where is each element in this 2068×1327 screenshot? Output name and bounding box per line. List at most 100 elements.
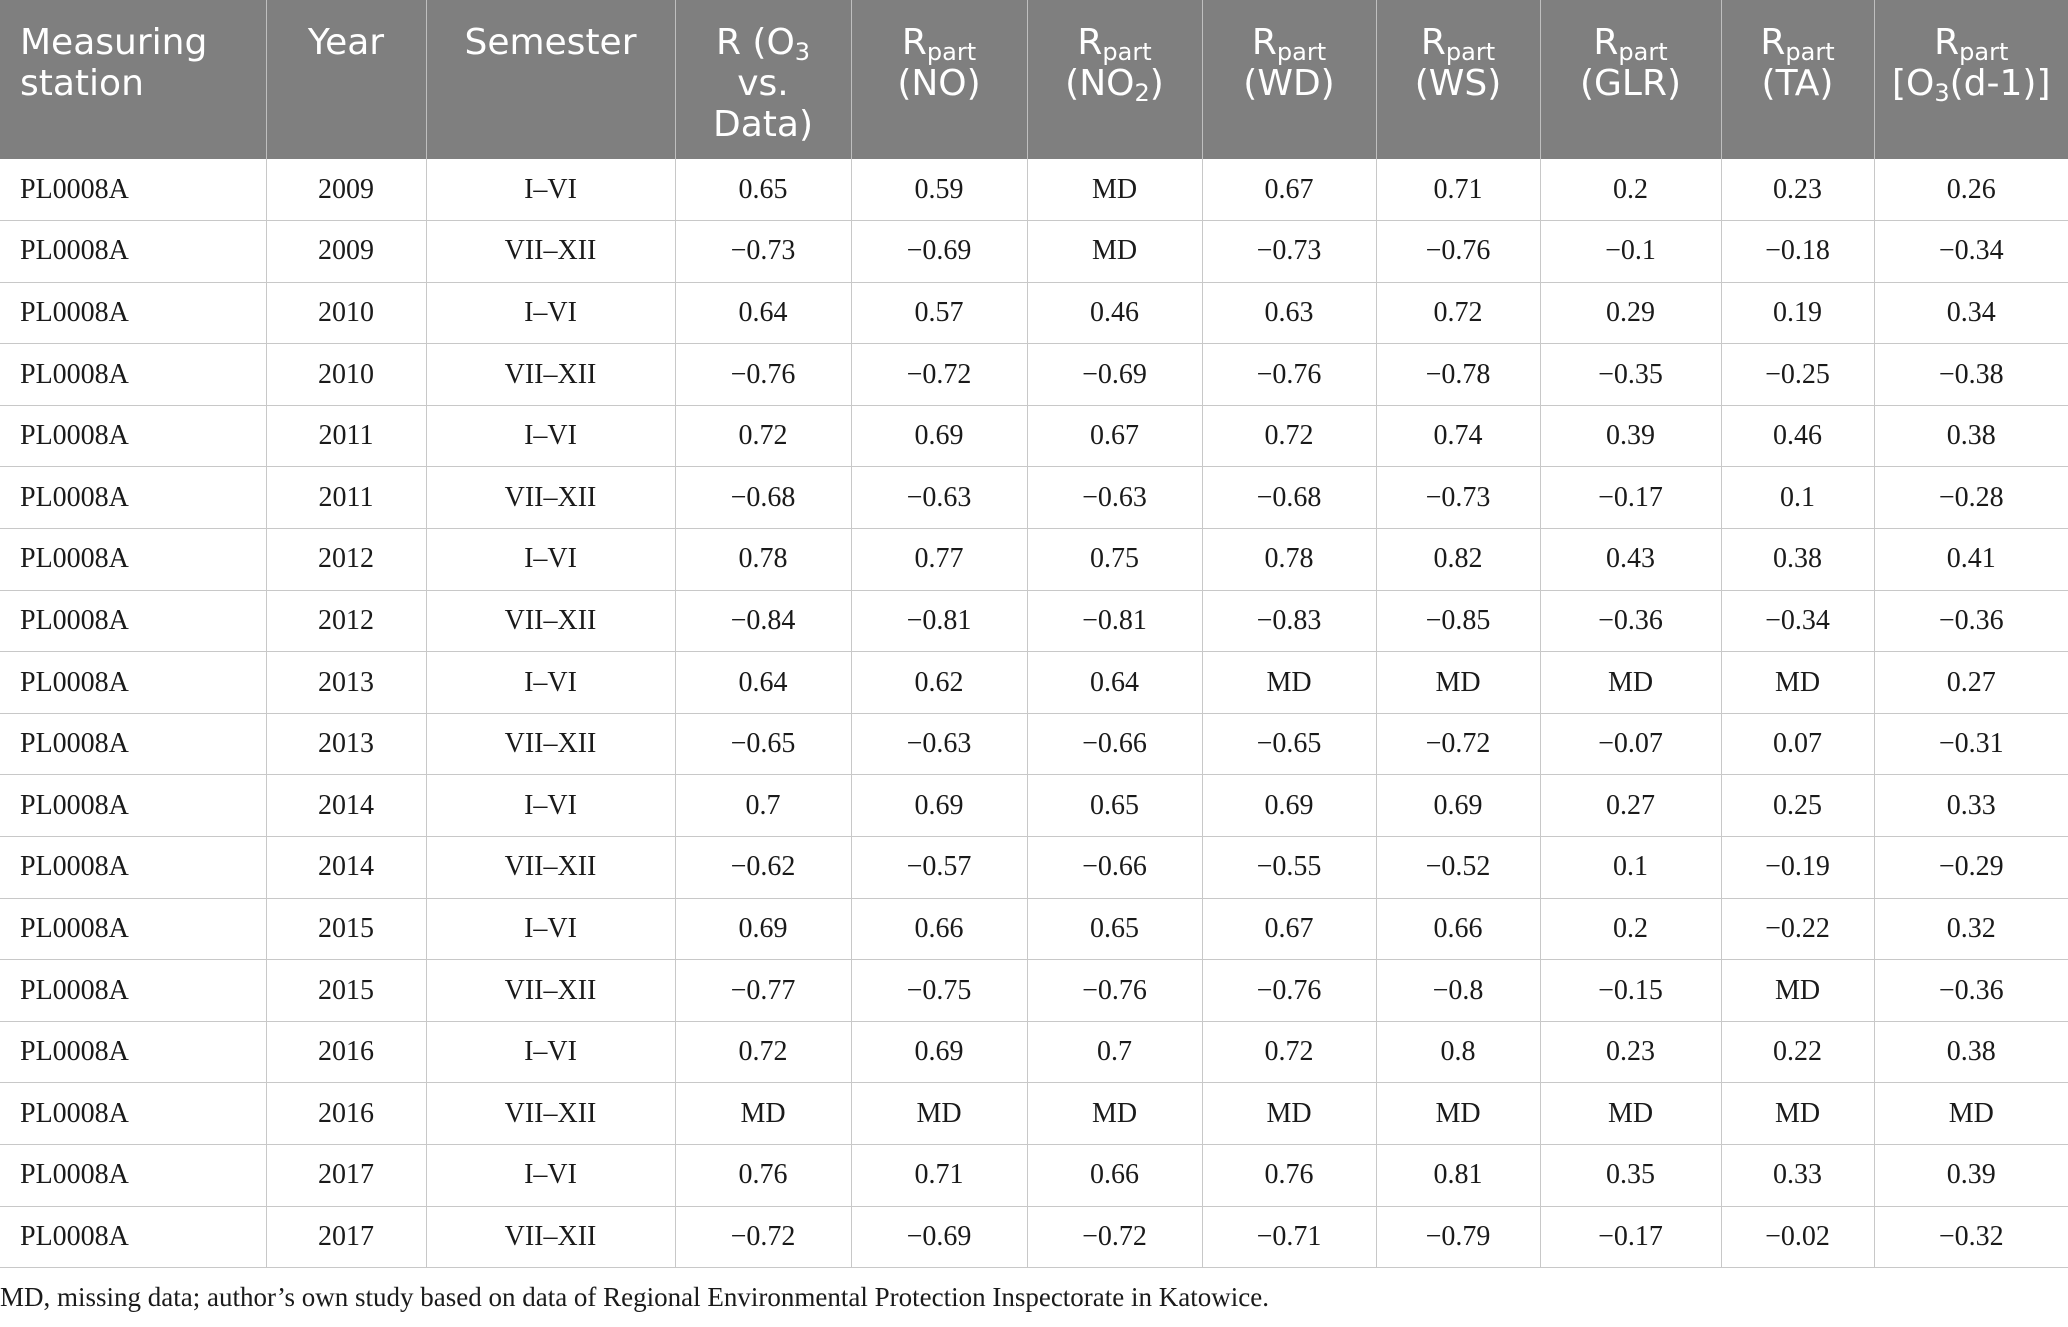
cell-r-o3-vs-data: −0.76 [675, 343, 852, 406]
cell-rpart-glr: MD [1540, 1082, 1722, 1145]
cell-year: 2014 [266, 836, 427, 899]
cell-rpart-wd: 0.72 [1202, 405, 1377, 468]
cell-r-o3-vs-data: −0.77 [675, 959, 852, 1022]
cell-rpart-ws: 0.81 [1376, 1144, 1541, 1207]
header-rpart-letter: R [1934, 22, 1960, 63]
cell-year: 2010 [266, 282, 427, 345]
cell-rpart-ta: 0.22 [1721, 1021, 1875, 1084]
cell-rpart-ta: 0.33 [1721, 1144, 1875, 1207]
cell-semester: VII–XII [426, 836, 676, 899]
table-row: PL0008A 2009 I–VI 0.65 0.59 MD 0.67 0.71 0.2 0.23… [0, 159, 2068, 222]
cell-station: PL0008A [0, 713, 267, 776]
cell-rpart-ws: 0.82 [1376, 528, 1541, 591]
cell-semester: VII–XII [426, 1082, 676, 1145]
cell-rpart-no2: −0.66 [1027, 713, 1203, 776]
table-row: PL0008A 2015 VII–XII −0.77 −0.75 −0.76 −0.76 −0… [0, 959, 2068, 1022]
cell-rpart-no2: −0.69 [1027, 343, 1203, 406]
cell-r-o3-vs-data: −0.73 [675, 220, 852, 283]
cell-semester: VII–XII [426, 220, 676, 283]
cell-year: 2009 [266, 159, 427, 222]
cell-r-o3-vs-data: 0.64 [675, 282, 852, 345]
header-o3-suffix: (d-1)] [1949, 63, 2051, 104]
cell-rpart-ws: −0.8 [1376, 959, 1541, 1022]
cell-rpart-glr: 0.1 [1540, 836, 1722, 899]
header-station: Measuring station [0, 0, 267, 159]
cell-rpart-wd: −0.55 [1202, 836, 1377, 899]
correlation-table: Measuring station Year Semester R (O3 vs.… [0, 0, 2068, 1269]
cell-station: PL0008A [0, 343, 267, 406]
cell-rpart-ws: 0.71 [1376, 159, 1541, 222]
cell-rpart-ws: −0.73 [1376, 466, 1541, 530]
header-rpart-subscript: part [1102, 38, 1152, 66]
cell-rpart-glr: −0.17 [1540, 1206, 1722, 1269]
header-rpart-letter: R [901, 22, 927, 63]
cell-rpart-no2: −0.72 [1027, 1206, 1203, 1269]
cell-rpart-no2: 0.67 [1027, 405, 1203, 468]
cell-rpart-glr: 0.2 [1540, 898, 1722, 961]
table-row: PL0008A 2013 I–VI 0.64 0.62 0.64 MD MD MD MD 0.27 [0, 651, 2068, 714]
table-row: PL0008A 2010 VII–XII −0.76 −0.72 −0.69 −0.76 −0… [0, 343, 2068, 406]
cell-rpart-ws: −0.85 [1376, 590, 1541, 653]
cell-rpart-no2: 0.46 [1027, 282, 1203, 345]
cell-rpart-ws: −0.79 [1376, 1206, 1541, 1269]
header-no2-subscript: 2 [1134, 79, 1150, 107]
header-o3-prefix: [O [1891, 63, 1935, 104]
cell-rpart-ws: MD [1376, 651, 1541, 714]
cell-rpart-no: 0.66 [851, 898, 1028, 961]
cell-rpart-o3-lag: 0.39 [1874, 1144, 2068, 1207]
table-row: PL0008A 2017 VII–XII −0.72 −0.69 −0.72 −0.71 −0… [0, 1206, 2068, 1269]
cell-semester: I–VI [426, 1021, 676, 1084]
cell-year: 2011 [266, 405, 427, 468]
cell-year: 2015 [266, 898, 427, 961]
cell-r-o3-vs-data: 0.65 [675, 159, 852, 222]
cell-semester: VII–XII [426, 1206, 676, 1269]
cell-rpart-wd: −0.65 [1202, 713, 1377, 776]
cell-year: 2016 [266, 1082, 427, 1145]
cell-rpart-ws: −0.76 [1376, 220, 1541, 283]
header-rpart-subscript: part [1276, 38, 1327, 66]
header-o3-subscript: 3 [1934, 79, 1950, 107]
cell-year: 2012 [266, 590, 427, 653]
cell-r-o3-vs-data: 0.72 [675, 1021, 852, 1084]
header-r-suffix: vs. Data) [712, 63, 813, 145]
table-row: PL0008A 2015 I–VI 0.69 0.66 0.65 0.67 0.66 0.2 −0… [0, 898, 2068, 961]
cell-r-o3-vs-data: 0.72 [675, 405, 852, 468]
cell-rpart-no2: −0.63 [1027, 466, 1203, 530]
cell-rpart-ta: 0.25 [1721, 774, 1875, 838]
cell-station: PL0008A [0, 159, 267, 222]
table-row: PL0008A 2016 I–VI 0.72 0.69 0.7 0.72 0.8 0.23 0.2… [0, 1021, 2068, 1084]
cell-rpart-o3-lag: −0.31 [1874, 713, 2068, 776]
header-wd-label: (WD) [1243, 63, 1335, 104]
header-glr-label: (GLR) [1579, 63, 1682, 104]
cell-rpart-no: 0.77 [851, 528, 1028, 591]
cell-station: PL0008A [0, 1206, 267, 1269]
cell-semester: I–VI [426, 528, 676, 591]
cell-year: 2010 [266, 343, 427, 406]
cell-semester: I–VI [426, 774, 676, 838]
cell-rpart-ta: MD [1721, 959, 1875, 1022]
table-row: PL0008A 2012 VII–XII −0.84 −0.81 −0.81 −0.83 −0… [0, 590, 2068, 653]
table-row: PL0008A 2011 I–VI 0.72 0.69 0.67 0.72 0.74 0.39 0… [0, 405, 2068, 468]
cell-station: PL0008A [0, 898, 267, 961]
cell-semester: VII–XII [426, 713, 676, 776]
header-rpart-glr: Rpart (GLR) [1540, 0, 1722, 159]
cell-rpart-o3-lag: −0.28 [1874, 466, 2068, 530]
cell-rpart-o3-lag: −0.29 [1874, 836, 2068, 899]
cell-rpart-wd: MD [1202, 1082, 1377, 1145]
table-row: PL0008A 2013 VII–XII −0.65 −0.63 −0.66 −0.65 −0… [0, 713, 2068, 776]
cell-station: PL0008A [0, 466, 267, 530]
cell-rpart-glr: 0.2 [1540, 159, 1722, 222]
cell-rpart-o3-lag: 0.33 [1874, 774, 2068, 838]
cell-rpart-glr: −0.07 [1540, 713, 1722, 776]
cell-rpart-ta: −0.34 [1721, 590, 1875, 653]
cell-rpart-glr: 0.35 [1540, 1144, 1722, 1207]
cell-r-o3-vs-data: −0.72 [675, 1206, 852, 1269]
cell-rpart-wd: −0.76 [1202, 959, 1377, 1022]
header-no2-suffix: ) [1149, 63, 1164, 104]
header-r-subscript: 3 [794, 38, 811, 66]
cell-rpart-no2: −0.81 [1027, 590, 1203, 653]
cell-rpart-no: 0.57 [851, 282, 1028, 345]
cell-semester: VII–XII [426, 343, 676, 406]
cell-r-o3-vs-data: −0.62 [675, 836, 852, 899]
cell-rpart-ta: MD [1721, 1082, 1875, 1145]
